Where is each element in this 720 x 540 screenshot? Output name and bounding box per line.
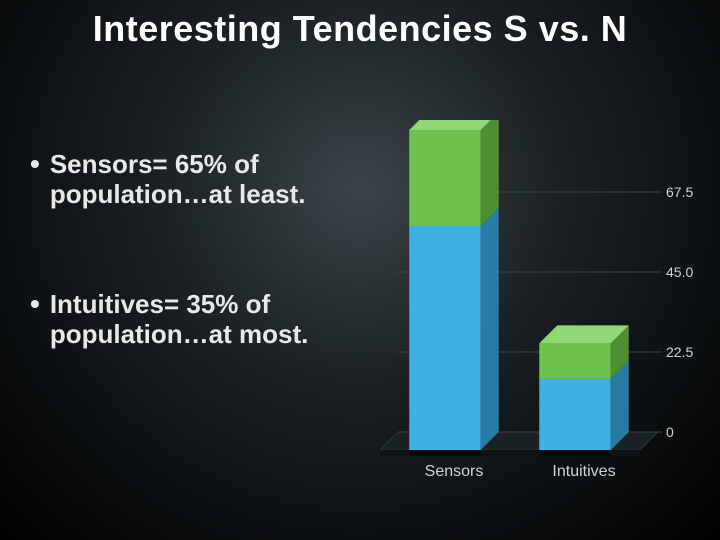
bullet-list: • Sensors= 65% of population…at least. •… [30, 150, 360, 430]
bullet-dot: • [30, 290, 40, 350]
svg-text:45.0: 45.0 [666, 264, 693, 280]
bullet-text: Sensors= 65% of population…at least. [50, 150, 360, 210]
bullet-item: • Intuitives= 35% of population…at most. [30, 290, 360, 350]
svg-text:22.5: 22.5 [666, 344, 693, 360]
svg-text:Intuitives: Intuitives [552, 463, 615, 480]
bullet-text: Intuitives= 35% of population…at most. [50, 290, 360, 350]
svg-text:67.5: 67.5 [666, 184, 693, 200]
svg-text:Sensors: Sensors [425, 463, 484, 480]
bullet-dot: • [30, 150, 40, 210]
slide-title: Interesting Tendencies S vs. N [0, 8, 720, 50]
bullet-item: • Sensors= 65% of population…at least. [30, 150, 360, 210]
svg-text:0: 0 [666, 424, 674, 440]
bar-chart: 022.545.067.590.0SensorsIntuitives [370, 120, 710, 510]
